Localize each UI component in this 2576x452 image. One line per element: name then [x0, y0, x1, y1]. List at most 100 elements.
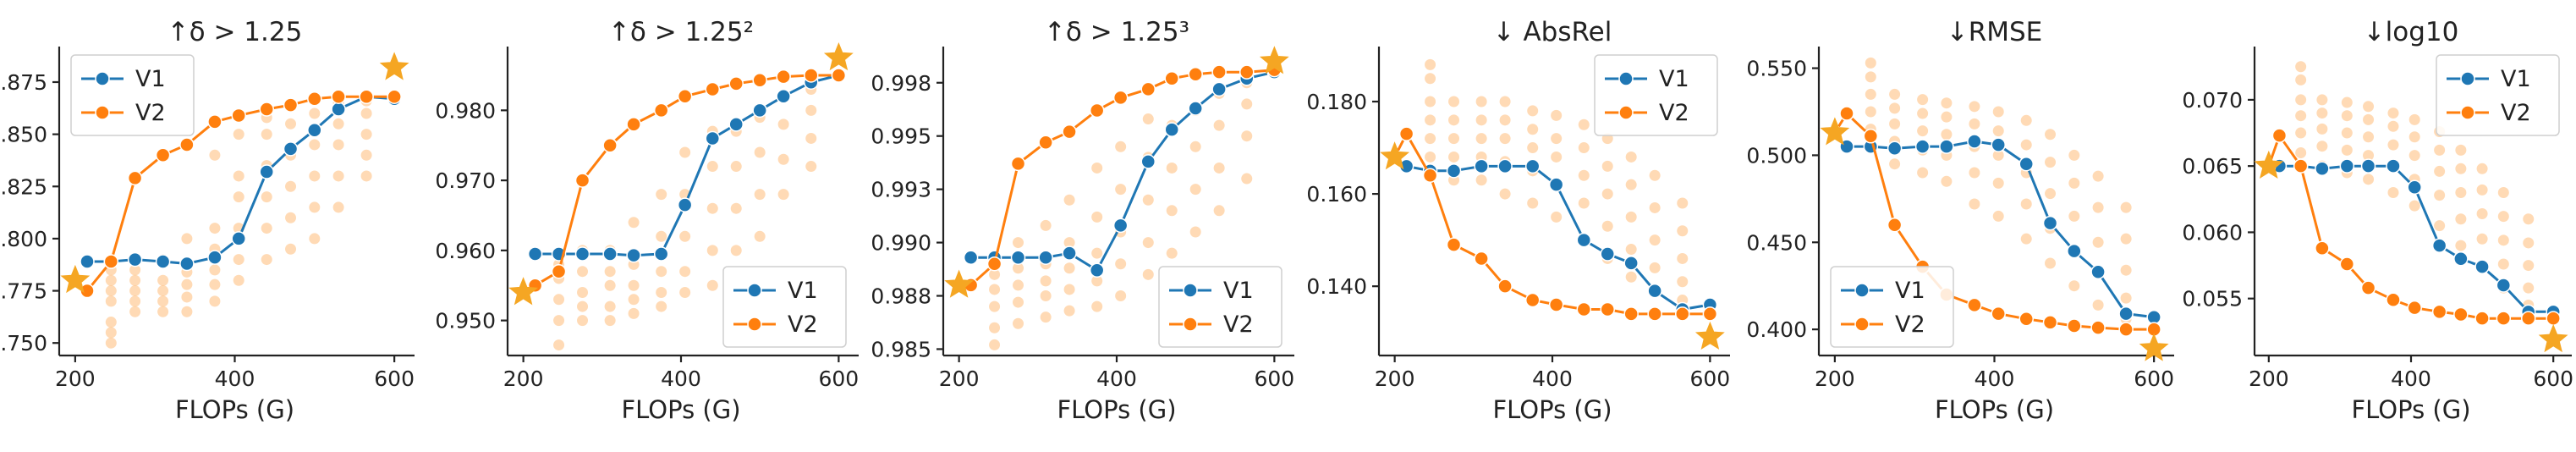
- scatter-point: [1475, 174, 1487, 186]
- scatter-point: [1625, 271, 1637, 283]
- scatter-point: [1091, 162, 1103, 174]
- scatter-point: [1013, 317, 1024, 329]
- scatter-point: [332, 170, 344, 182]
- legend-label: V2: [135, 100, 166, 126]
- chart-panel-6: ↓log10 200 400 600 0.055 0.060 0.065 0.070 FLOPs…: [2182, 17, 2573, 424]
- scatter-point: [1063, 305, 1075, 317]
- series-marker-v1: [80, 254, 95, 269]
- chart-panel-3: ↑δ > 1.25³ 200 400 600 0.985 0.988 0.990 0.993 0…: [871, 17, 1294, 424]
- scatter-point: [1475, 133, 1487, 145]
- scatter-cloud: [105, 95, 372, 349]
- series-marker-v1: [179, 256, 195, 272]
- scatter-point: [129, 274, 141, 286]
- chart-panel-2: ↑δ > 1.25² 200 400 600 0.950 0.960 0.970 0.980 F…: [435, 17, 859, 424]
- x-tick-label: 600: [374, 367, 415, 391]
- series-marker-v2: [2521, 311, 2536, 326]
- scatter-point: [656, 266, 667, 278]
- scatter-point: [1551, 211, 1563, 223]
- scatter-point: [2387, 139, 2399, 151]
- chart-title: ↑δ > 1.25: [168, 17, 303, 47]
- y-tick-label: 0.980: [435, 98, 496, 123]
- series-marker-v1: [776, 89, 791, 104]
- scatter-point: [577, 300, 589, 312]
- legend-label: V1: [1223, 278, 1254, 304]
- scatter-point: [209, 278, 221, 290]
- scatter-point: [285, 243, 297, 255]
- scatter-point: [577, 315, 589, 327]
- scatter-point: [730, 161, 742, 173]
- scatter-point: [706, 202, 718, 214]
- scatter-point: [1889, 158, 1901, 170]
- series-marker-v2: [2042, 315, 2058, 330]
- scatter-point: [1499, 188, 1511, 200]
- series-marker-v2: [986, 256, 1002, 272]
- scatter-point: [1091, 275, 1103, 287]
- scatter-point: [233, 170, 244, 182]
- scatter-point: [2068, 280, 2080, 292]
- series-marker-v2: [179, 137, 195, 152]
- scatter-point: [1601, 188, 1613, 200]
- scatter-point: [209, 295, 221, 307]
- star-marker: [823, 41, 854, 71]
- series-marker-v2: [1446, 237, 1462, 252]
- scatter-point: [1992, 177, 2004, 189]
- scatter-point: [2020, 139, 2032, 151]
- series-marker-v2: [1112, 90, 1129, 106]
- scatter-point: [1241, 173, 1253, 185]
- scatter-point: [777, 189, 789, 201]
- series-marker-v1: [2019, 156, 2034, 172]
- scatter-point: [2092, 201, 2104, 213]
- series-marker-v1: [2407, 179, 2422, 195]
- scatter-point: [2387, 107, 2399, 119]
- star-marker: [1259, 46, 1289, 74]
- legend-swatch-marker: [2460, 71, 2475, 86]
- scatter-point: [309, 201, 321, 213]
- series-marker-v2: [103, 254, 119, 269]
- scatter-point: [577, 266, 589, 278]
- scatter-point: [2295, 74, 2307, 85]
- series-marker-v1: [602, 246, 618, 262]
- legend-swatch-marker: [1618, 105, 1634, 120]
- scatter-point: [730, 202, 742, 214]
- y-tick-label: 0.988: [871, 284, 931, 309]
- series-marker-v1: [1623, 256, 1639, 271]
- scatter-point: [1241, 98, 1253, 110]
- series-marker-v2: [1089, 102, 1105, 119]
- x-tick-label: 600: [1255, 367, 1295, 391]
- scatter-point: [1448, 151, 1460, 163]
- scatter-point: [209, 264, 221, 276]
- chart-title: ↑δ > 1.25²: [608, 17, 754, 47]
- scatter-point: [1969, 118, 1980, 130]
- scatter-point: [261, 223, 272, 234]
- series-marker-v2: [1140, 81, 1156, 97]
- scatter-point: [1527, 105, 1539, 117]
- series-marker-v1: [2042, 215, 2058, 231]
- series-marker-v1: [963, 250, 979, 265]
- scatter-point: [332, 118, 344, 130]
- series-marker-v1: [1647, 283, 1662, 299]
- scatter-point: [105, 337, 117, 349]
- scatter-point: [181, 306, 193, 317]
- scatter-point: [1499, 96, 1511, 107]
- scatter-point: [1625, 179, 1637, 190]
- series-marker-v1: [127, 251, 143, 267]
- scatter-point: [1992, 149, 2004, 161]
- scatter-point: [679, 230, 691, 242]
- scatter-point: [2341, 127, 2353, 139]
- series-marker-v1: [2360, 158, 2376, 174]
- series-marker-v1: [1140, 154, 1156, 169]
- scatter-point: [1142, 237, 1154, 249]
- scatter-point: [2120, 233, 2132, 245]
- scatter-point: [2408, 200, 2420, 212]
- x-tick-label: 400: [661, 367, 701, 391]
- scatter-point: [1677, 276, 1689, 288]
- scatter-point: [754, 146, 766, 158]
- series-marker-v2: [1398, 126, 1414, 141]
- scatter-point: [1063, 237, 1075, 249]
- series-marker-v2: [752, 73, 767, 88]
- scatter-point: [1677, 225, 1689, 237]
- scatter-point: [2020, 114, 2032, 126]
- scatter-point: [1142, 194, 1154, 206]
- x-tick-label: 400: [2391, 367, 2431, 391]
- series-line-v2: [1393, 131, 1711, 316]
